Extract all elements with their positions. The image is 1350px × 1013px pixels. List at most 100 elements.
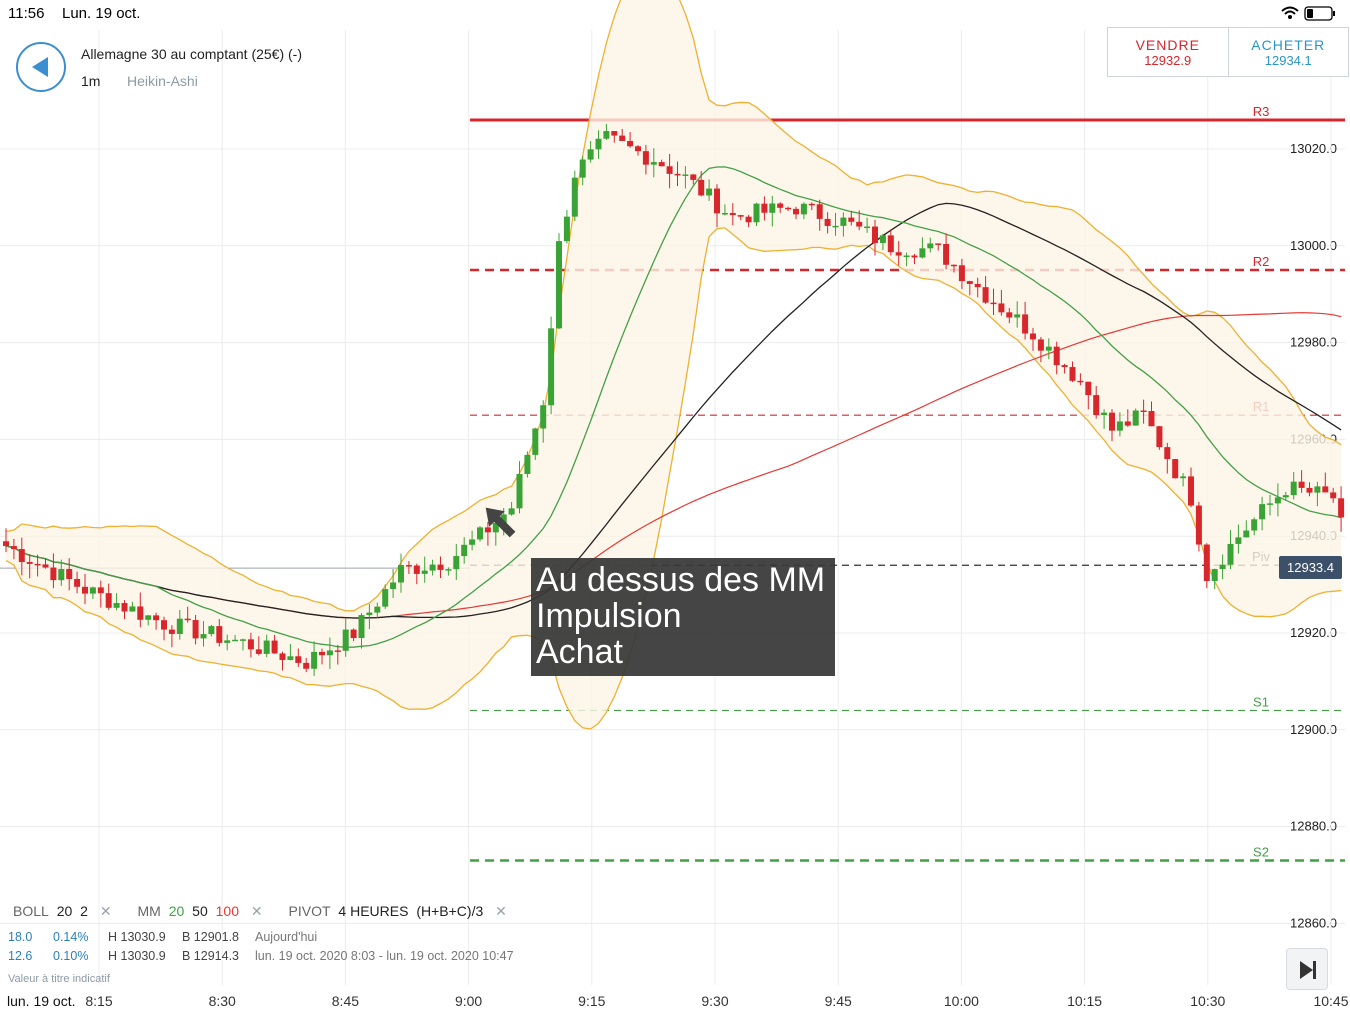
candle-body xyxy=(469,539,476,545)
candle-body xyxy=(1180,476,1187,479)
candle-body xyxy=(279,653,286,660)
candle-body xyxy=(1322,486,1329,493)
stat-change: 12.6 xyxy=(8,949,33,963)
candle-body xyxy=(1235,537,1242,544)
candle-body xyxy=(690,174,697,180)
x-tick-label: 8:15 xyxy=(85,993,112,1009)
annotation-line: Achat xyxy=(536,633,623,671)
wifi-battery-icon xyxy=(1281,6,1335,21)
candle-body xyxy=(429,564,436,571)
pivot-label: S2 xyxy=(1253,844,1269,859)
candle-body xyxy=(1101,412,1108,416)
candle-body xyxy=(729,213,736,216)
candle-body xyxy=(477,527,483,540)
candle-body xyxy=(832,225,839,228)
candle-body xyxy=(1195,505,1202,545)
stat-high: H 13030.9 xyxy=(108,949,166,963)
candle-body xyxy=(1014,314,1021,318)
candle-body xyxy=(516,473,523,509)
mm-param: 20 xyxy=(168,903,185,919)
candle-body xyxy=(611,131,618,136)
candle-body xyxy=(1330,492,1337,499)
candle-body xyxy=(50,567,57,581)
y-tick-label: 13020.0 xyxy=(1290,141,1337,156)
candle-body xyxy=(161,620,167,630)
candle-body xyxy=(998,303,1005,313)
candle-body xyxy=(121,603,128,612)
candle-body xyxy=(563,216,570,242)
candle-body xyxy=(374,606,381,613)
chart-type-selector[interactable]: Heikin-Ashi xyxy=(127,73,198,89)
candle-body xyxy=(1188,476,1194,506)
buy-button[interactable]: ACHETER 12934.1 xyxy=(1227,28,1349,76)
candle-body xyxy=(508,508,515,515)
candle-body xyxy=(879,235,886,243)
candle-body xyxy=(437,564,444,570)
candle-body xyxy=(1243,530,1250,538)
buy-label: ACHETER xyxy=(1251,37,1326,53)
back-arrow-icon xyxy=(32,57,48,77)
candle-body xyxy=(1109,412,1115,431)
candle-body xyxy=(587,149,594,160)
candle-body xyxy=(1156,426,1163,448)
candle-body xyxy=(1338,498,1345,518)
sell-button[interactable]: VENDRE 12932.9 xyxy=(1108,28,1228,76)
remove-pivot-icon[interactable]: ✕ xyxy=(495,903,507,919)
indicator-legend: BOLL 20 2 ✕ MM 20 50 100 ✕ PIVOT 4 HEURE… xyxy=(13,903,529,920)
boll-name[interactable]: BOLL xyxy=(13,903,49,919)
candle-body xyxy=(682,174,689,176)
candle-body xyxy=(1006,312,1013,318)
candle-body xyxy=(903,255,910,258)
pivot-name[interactable]: PIVOT xyxy=(288,903,331,919)
remove-mm-icon[interactable]: ✕ xyxy=(250,903,263,919)
sell-price: 12932.9 xyxy=(1144,53,1192,68)
disclaimer: Valeur à titre indicatif xyxy=(8,973,110,985)
scroll-to-end-button[interactable] xyxy=(1286,948,1328,990)
candle-body xyxy=(89,587,96,594)
stat-high: H 13030.9 xyxy=(108,930,166,944)
back-button[interactable] xyxy=(16,42,66,92)
candle-body xyxy=(1259,504,1266,520)
x-tick-label: 10:45 xyxy=(1313,993,1348,1009)
candle-body xyxy=(208,626,215,635)
candle-body xyxy=(1061,365,1068,368)
candle-body xyxy=(200,634,207,639)
candle-body xyxy=(129,606,136,612)
stat-low: B 12914.3 xyxy=(182,949,239,963)
candle-body xyxy=(1132,410,1139,426)
candle-body xyxy=(1030,333,1036,340)
mm-name[interactable]: MM xyxy=(137,903,161,919)
y-tick-label: 12900.0 xyxy=(1290,722,1337,737)
candle-body xyxy=(753,203,760,223)
y-tick-label: 12880.0 xyxy=(1290,819,1337,834)
pointer-arrow-icon xyxy=(485,507,516,538)
y-tick-label: 12980.0 xyxy=(1290,335,1337,350)
candle-body xyxy=(184,618,191,621)
mm-param: 100 xyxy=(215,903,239,919)
stat-change-pct: 0.14% xyxy=(53,930,89,944)
status-time: 11:56 xyxy=(8,5,45,22)
candle-body xyxy=(97,587,104,594)
candle-body xyxy=(74,578,81,587)
candle-body xyxy=(247,639,254,650)
ma50-line xyxy=(5,202,1342,619)
candle-body xyxy=(1306,487,1313,493)
candle-body xyxy=(721,213,728,215)
remove-boll-icon[interactable]: ✕ xyxy=(99,903,112,919)
candle-body xyxy=(974,283,981,288)
candle-body xyxy=(398,565,404,583)
candle-body xyxy=(105,593,112,608)
timeframe-selector[interactable]: 1m xyxy=(81,73,101,89)
candle-body xyxy=(492,522,499,533)
candle-body xyxy=(263,640,270,654)
candle-body xyxy=(619,135,626,141)
candle-body xyxy=(137,606,144,620)
candle-body xyxy=(1314,486,1321,493)
sell-label: VENDRE xyxy=(1135,37,1200,53)
candle-body xyxy=(840,217,847,226)
candle-body xyxy=(445,569,452,571)
mm-param: 50 xyxy=(192,903,208,919)
candle-body xyxy=(42,564,49,568)
candle-body xyxy=(192,620,199,639)
